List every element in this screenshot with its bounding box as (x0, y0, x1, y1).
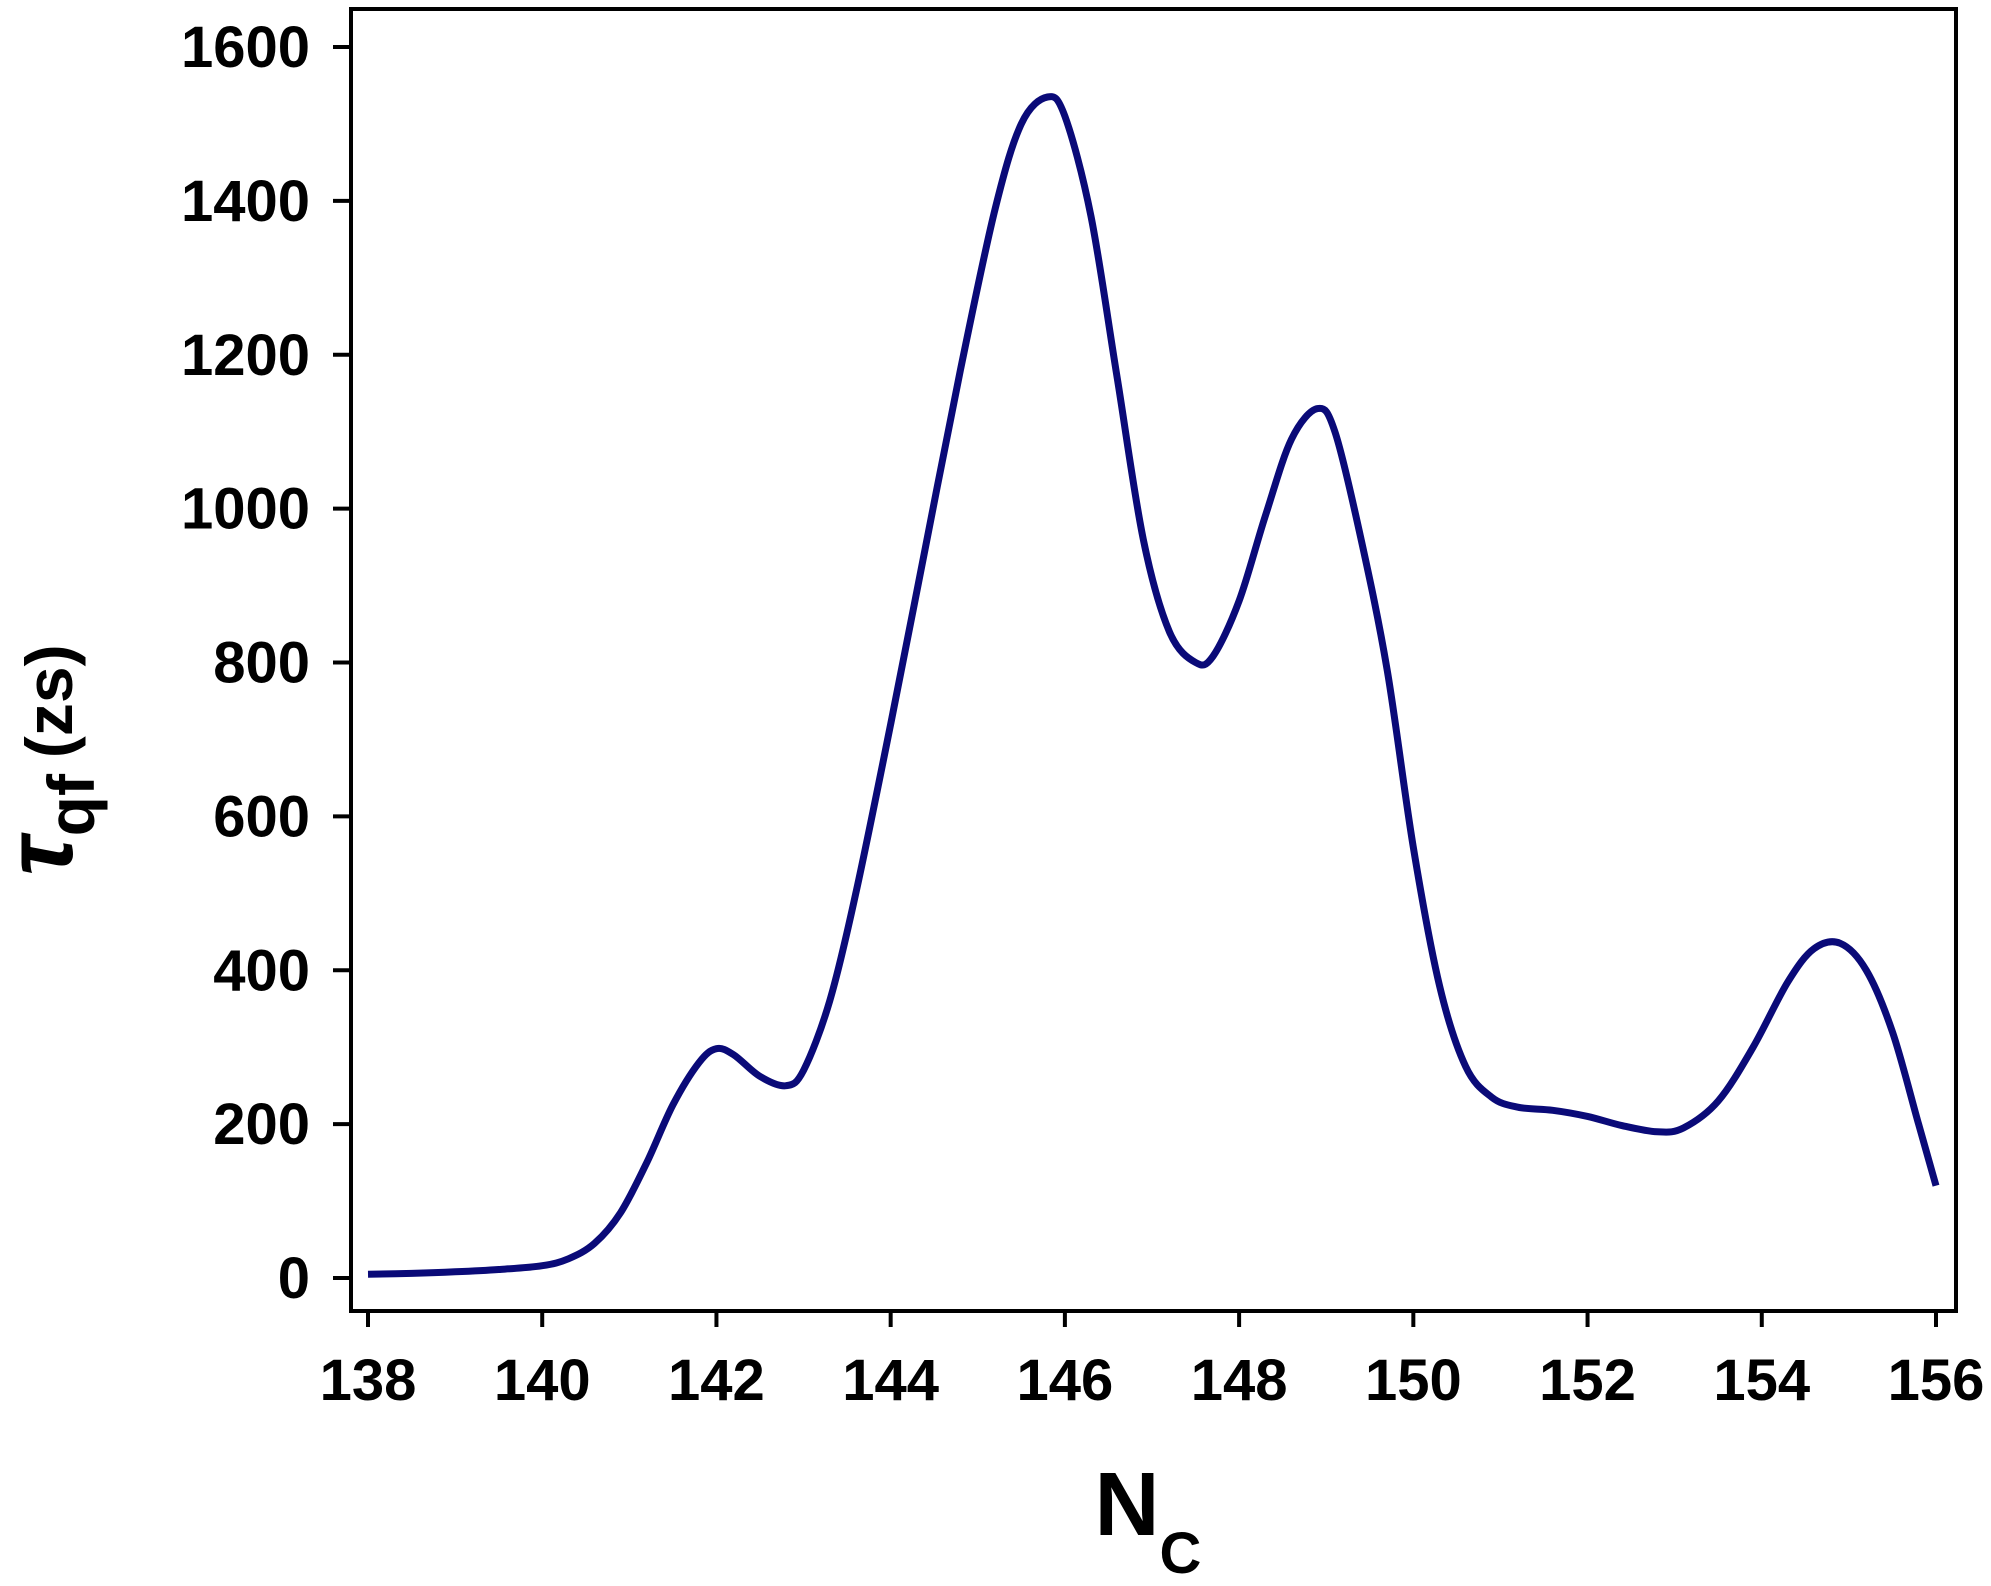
x-tick-label: 140 (494, 1348, 591, 1413)
y-tick-label: 800 (213, 631, 310, 696)
y-axis-title: τqf (zs) (0, 644, 108, 875)
y-tick-label: 400 (213, 938, 310, 1003)
x-axis-title-sub: C (1160, 1521, 1202, 1586)
x-tick-label: 150 (1365, 1348, 1462, 1413)
y-axis-title-symbol: τ (0, 832, 93, 876)
x-axis-title-main: N (1095, 1455, 1160, 1555)
x-tick-label: 148 (1191, 1348, 1288, 1413)
y-tick-label: 600 (213, 784, 310, 849)
series-line (367, 93, 1940, 1278)
y-tick-label: 0 (278, 1246, 310, 1311)
y-axis: 0 200 400 600 800 1000 1200 1400 1600 (181, 15, 351, 1311)
y-tick-label: 1400 (181, 169, 310, 234)
x-tick-label: 138 (320, 1348, 417, 1413)
y-axis-title-unit: (zs) (12, 644, 86, 758)
y-tick-label: 1200 (181, 323, 310, 388)
x-tick-label: 142 (668, 1348, 765, 1413)
x-tick-label: 144 (842, 1348, 939, 1413)
x-tick-label: 156 (1888, 1348, 1985, 1413)
x-tick-label: 154 (1713, 1348, 1810, 1413)
y-tick-label: 1000 (181, 477, 310, 542)
plot-frame (349, 7, 1958, 1313)
x-tick-label: 152 (1539, 1348, 1636, 1413)
x-axis-title: NC (1095, 1455, 1202, 1586)
x-axis: 138 140 142 144 146 148 150 152 154 156 (320, 1311, 1985, 1413)
y-axis-title-sub: qf (34, 773, 108, 836)
y-tick-label: 1600 (181, 15, 310, 80)
x-tick-label: 146 (1016, 1348, 1113, 1413)
y-tick-label: 200 (213, 1092, 310, 1157)
